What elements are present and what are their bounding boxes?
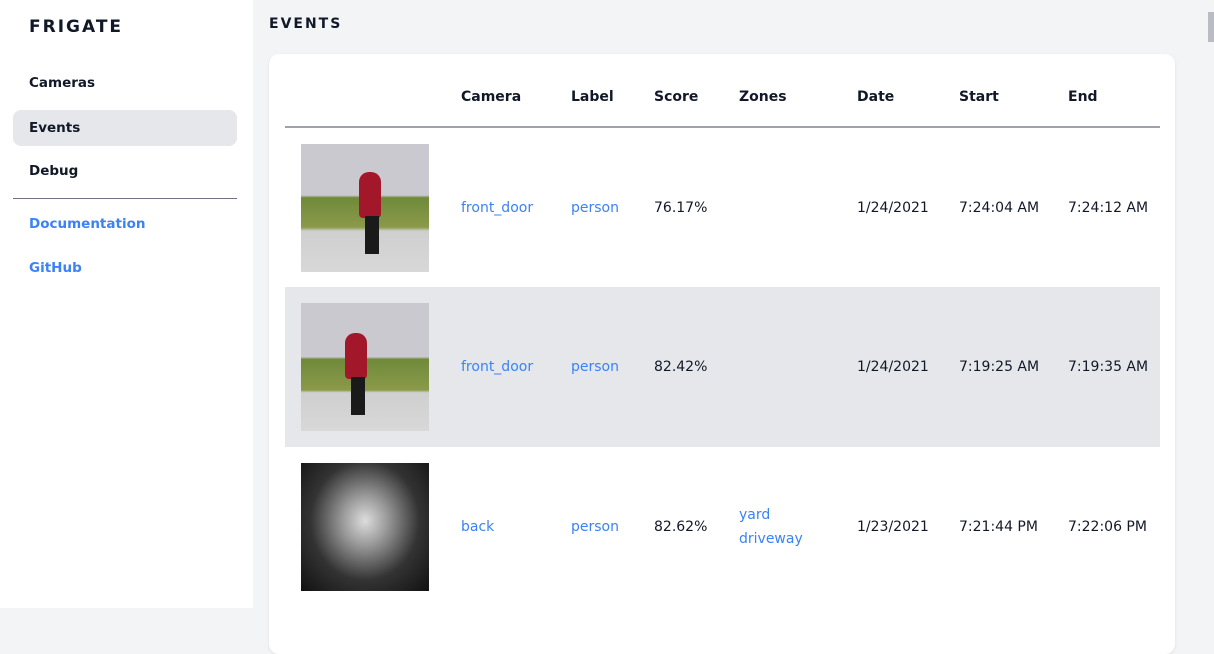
sidebar: FRIGATE Cameras Events Debug Documentati…	[0, 0, 253, 608]
score: 76.17%	[654, 199, 708, 216]
start-time: 7:24:04 AM	[959, 199, 1040, 216]
date: 1/23/2021	[857, 519, 929, 535]
end-time: 7:19:35 AM	[1068, 287, 1160, 447]
zone-link[interactable]: driveway	[739, 531, 803, 547]
camera-link[interactable]: front_door	[461, 199, 534, 216]
sidebar-item-cameras[interactable]: Cameras	[29, 75, 96, 91]
end-time: 7:24:12 AM	[1068, 199, 1149, 216]
table-header: Camera Label Score Zones Date Start End	[285, 54, 1160, 128]
header-thumbnail	[285, 54, 461, 128]
header-zones: Zones	[739, 54, 857, 128]
camera-link[interactable]: front_door	[461, 359, 534, 375]
table-row[interactable]: front_door person 82.42% 1/24/2021 7:19:…	[285, 287, 1160, 447]
label-link[interactable]: person	[571, 519, 619, 535]
sidebar-item-events[interactable]: Events	[13, 110, 237, 146]
zones	[739, 127, 857, 287]
label-link[interactable]: person	[571, 359, 619, 375]
page-title: EVENTS	[269, 16, 343, 32]
event-thumbnail[interactable]	[301, 143, 429, 272]
score: 82.62%	[654, 519, 708, 535]
sidebar-item-debug[interactable]: Debug	[29, 163, 79, 179]
end-time: 7:22:06 PM	[1068, 519, 1147, 535]
header-label: Label	[571, 54, 654, 128]
sidebar-link-github[interactable]: GitHub	[29, 260, 82, 276]
event-thumbnail[interactable]	[301, 463, 429, 591]
zone-link[interactable]: yard	[739, 507, 771, 523]
score: 82.42%	[654, 287, 739, 447]
camera-link[interactable]: back	[461, 519, 495, 535]
start-time: 7:19:25 AM	[959, 287, 1068, 447]
header-score: Score	[654, 54, 739, 128]
event-thumbnail[interactable]	[301, 303, 429, 431]
header-date: Date	[857, 54, 959, 128]
sidebar-link-documentation[interactable]: Documentation	[29, 216, 146, 232]
zones	[739, 287, 857, 447]
zones: yard driveway	[739, 447, 857, 607]
sidebar-divider	[13, 198, 237, 199]
scrollbar-thumb[interactable]	[1208, 12, 1214, 42]
header-end: End	[1068, 54, 1160, 128]
start-time: 7:21:44 PM	[959, 519, 1038, 535]
brand-logo: FRIGATE	[29, 17, 124, 37]
events-table: Camera Label Score Zones Date Start End …	[285, 54, 1160, 607]
label-link[interactable]: person	[571, 199, 619, 216]
date: 1/24/2021	[857, 199, 929, 216]
events-card: Camera Label Score Zones Date Start End …	[269, 54, 1175, 654]
date: 1/24/2021	[857, 287, 959, 447]
header-camera: Camera	[461, 54, 571, 128]
table-row[interactable]: back person 82.62% yard driveway 1/23/202…	[285, 447, 1160, 607]
header-start: Start	[959, 54, 1068, 128]
table-row[interactable]: front_door person 76.17% 1/24/2021 7:24:…	[285, 127, 1160, 287]
